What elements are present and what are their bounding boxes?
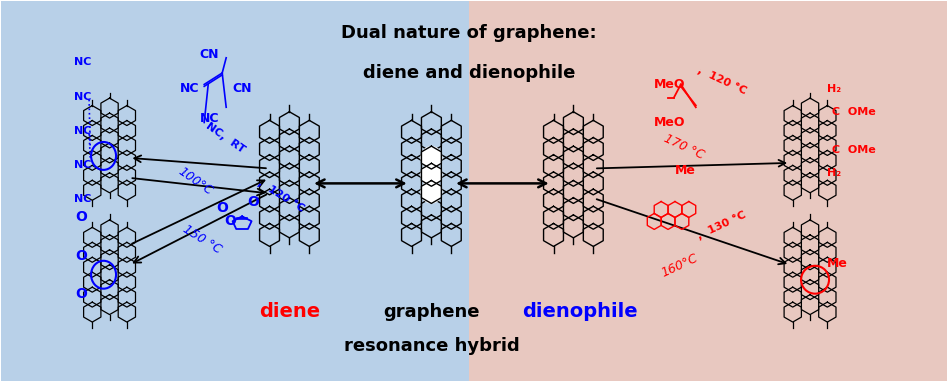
Ellipse shape [421,147,442,168]
Text: MeO: MeO [654,116,685,129]
Text: ,  120 °C: , 120 °C [696,65,748,96]
Text: O: O [76,286,87,301]
Text: CN: CN [199,48,219,61]
Text: ,  130 °C: , 130 °C [696,209,748,241]
Text: NC: NC [199,112,219,126]
Text: 100°C: 100°C [175,165,215,198]
Text: NC: NC [180,82,199,95]
Text: NC: NC [74,92,91,102]
Text: C  OMe: C OMe [832,107,876,117]
Ellipse shape [421,164,442,186]
FancyBboxPatch shape [1,1,469,381]
Text: C  OMe: C OMe [832,145,876,155]
Text: 160°C: 160°C [659,251,700,280]
Text: Me: Me [675,164,696,177]
Text: O: O [224,214,236,228]
Text: NC: NC [74,57,91,67]
Text: H₂: H₂ [827,84,841,94]
Text: O: O [76,249,87,262]
Text: NC: NC [74,126,91,136]
Ellipse shape [421,181,442,203]
Text: H₂: H₂ [827,168,841,178]
Text: diene: diene [259,302,320,320]
Text: 170 °C: 170 °C [662,132,706,162]
Text: MeO: MeO [654,78,685,91]
Text: 150 °C: 150 °C [180,223,224,257]
Text: Me: Me [827,257,848,270]
Text: graphene: graphene [383,303,480,320]
FancyBboxPatch shape [469,1,947,381]
Text: CN: CN [232,82,251,95]
Text: diene and dienophile: diene and dienophile [363,64,575,82]
Text: Dual nature of graphene:: Dual nature of graphene: [341,24,597,42]
Text: NC,  RT: NC, RT [204,121,246,155]
Text: O: O [76,210,87,225]
Text: O: O [247,195,259,209]
Text: NC: NC [74,160,91,170]
Text: ,  120 °C: , 120 °C [256,177,306,214]
Text: dienophile: dienophile [522,302,638,320]
Text: NC: NC [74,194,91,204]
Text: resonance hybrid: resonance hybrid [343,337,520,355]
Text: O: O [216,201,228,215]
